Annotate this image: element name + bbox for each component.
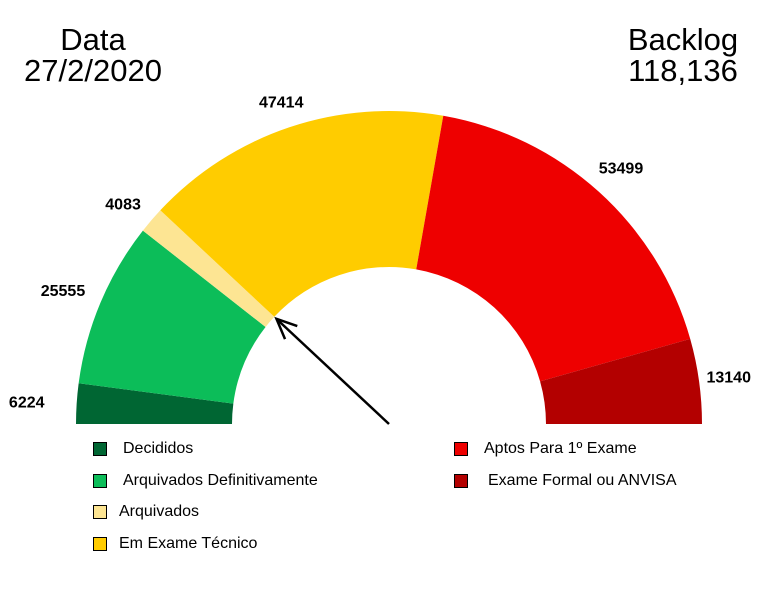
- legend-label: Aptos Para 1º Exame: [484, 440, 637, 458]
- legend-swatch: [93, 474, 107, 488]
- legend-item-exame-formal-ou-anvisa: Exame Formal ou ANVISA: [454, 469, 677, 493]
- gauge-value-label-5: 13140: [706, 370, 751, 387]
- gauge-segments: [76, 111, 702, 424]
- pointer-shaft: [276, 319, 389, 424]
- legend-item-arquivados: Arquivados: [93, 500, 318, 524]
- gauge-value-label-1: 25555: [41, 283, 86, 300]
- legend-item-decididos: Decididos: [93, 437, 318, 461]
- gauge-segment-4: [416, 116, 690, 382]
- gauge-value-label-3: 47414: [259, 95, 304, 112]
- legend-swatch: [93, 505, 107, 519]
- gauge-value-label-0: 6224: [9, 395, 45, 412]
- legend-left: Decididos Arquivados Definitivamente Arq…: [93, 437, 318, 563]
- legend-swatch: [454, 442, 468, 456]
- legend-label: Em Exame Técnico: [119, 535, 257, 553]
- legend-swatch: [454, 474, 468, 488]
- legend-label: Arquivados Definitivamente: [123, 472, 318, 490]
- legend-label: Exame Formal ou ANVISA: [488, 472, 677, 490]
- legend-label: Decididos: [123, 440, 193, 458]
- legend-swatch: [93, 442, 107, 456]
- legend-label: Arquivados: [119, 503, 199, 521]
- gauge-value-label-4: 53499: [599, 160, 644, 177]
- legend-item-em-exame-tecnico: Em Exame Técnico: [93, 532, 318, 556]
- legend-item-aptos-para-1-exame: Aptos Para 1º Exame: [454, 437, 677, 461]
- legend-right: Aptos Para 1º Exame Exame Formal ou ANVI…: [454, 437, 677, 500]
- legend-item-arquivados-definitivamente: Arquivados Definitivamente: [93, 469, 318, 493]
- gauge-pointer-arrow: [276, 319, 389, 424]
- gauge-value-label-2: 4083: [105, 196, 141, 213]
- legend-swatch: [93, 537, 107, 551]
